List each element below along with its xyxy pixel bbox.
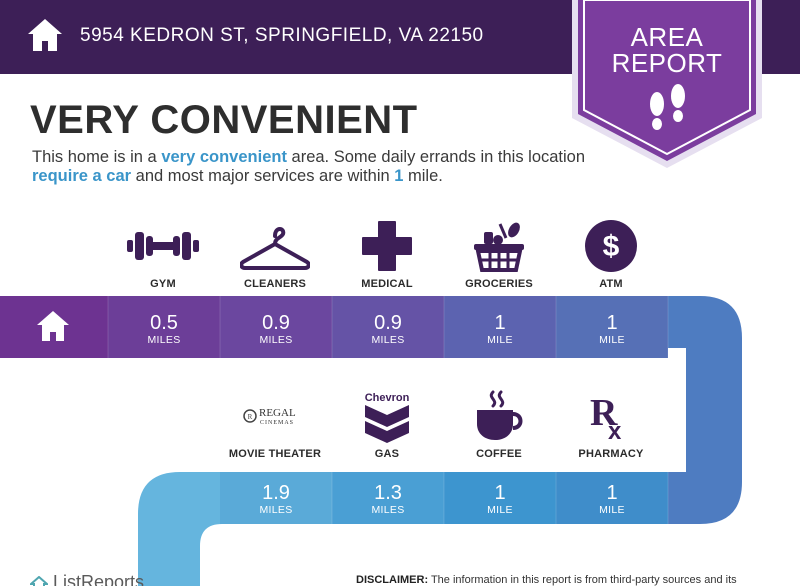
amenity-label: MOVIE THEATER — [228, 448, 322, 460]
svg-text:CINEMAS: CINEMAS — [260, 420, 294, 426]
amenity-atm: $ ATM — [556, 216, 666, 290]
amenity-gas: Chevron GAS — [332, 386, 442, 460]
amenity-cleaners: CLEANERS — [220, 216, 330, 290]
svg-text:REGAL: REGAL — [259, 407, 296, 419]
listreports-logo: ListReports — [28, 572, 144, 586]
convenience-description: This home is in a very convenient area. … — [32, 148, 586, 185]
amenity-groceries: GROCERIES — [444, 216, 554, 290]
amenity-label: PHARMACY — [578, 448, 644, 460]
svg-text:$: $ — [603, 230, 620, 263]
distance-gym: 0.5 MILES — [147, 312, 181, 346]
distance-pharmacy: 1 MILE — [599, 482, 625, 516]
distance-coffee: 1 MILE — [487, 482, 513, 516]
disclaimer-text: DISCLAIMER: The information in this repo… — [356, 574, 737, 586]
svg-text:Chevron: Chevron — [365, 392, 410, 404]
amenity-label: CLEANERS — [243, 278, 307, 290]
distance-medical: 0.9 MILES — [371, 312, 405, 346]
rx-icon: R x — [590, 392, 622, 441]
chevron-logo: Chevron — [365, 392, 410, 443]
distance-groceries: 1 MILE — [487, 312, 513, 346]
amenity-label: ATM — [599, 278, 623, 290]
svg-text:R: R — [248, 413, 253, 421]
amenity-coffee: COFFEE — [444, 386, 554, 460]
svg-text:x: x — [608, 418, 622, 441]
hanger-icon — [240, 227, 310, 270]
amenity-medical: MEDICAL — [332, 216, 442, 290]
amenity-pharmacy: R x PHARMACY — [556, 386, 666, 460]
distance-gas: 1.3 MILES — [371, 482, 405, 516]
area-report-badge — [572, 0, 762, 168]
coffee-cup-icon — [477, 390, 523, 440]
amenity-label: GAS — [374, 448, 400, 460]
amenity-gym: GYM — [108, 216, 218, 290]
footprints-icon — [650, 84, 685, 130]
regal-cinemas-logo: R REGAL CINEMAS — [243, 407, 296, 426]
amenity-label: COFFEE — [476, 448, 522, 460]
amenity-label: MEDICAL — [361, 278, 413, 290]
dumbbell-icon — [127, 232, 199, 260]
medical-cross-icon — [362, 221, 412, 271]
distance-cleaners: 0.9 MILES — [259, 312, 293, 346]
area-report-label: AREA REPORT — [572, 24, 762, 76]
distance-movie-theater: 1.9 MILES — [259, 482, 293, 516]
svg-text:R: R — [590, 392, 618, 434]
house-icon — [28, 19, 62, 51]
house-icon — [37, 311, 69, 341]
listreports-logo-icon — [28, 575, 50, 586]
basket-icon — [474, 222, 524, 272]
badge-line-2: REPORT — [611, 48, 723, 78]
dollar-icon: $ — [585, 220, 637, 272]
property-address: 5954 KEDRON ST, SPRINGFIELD, VA 22150 — [80, 25, 484, 46]
page-title: VERY CONVENIENT — [30, 98, 418, 142]
amenity-label: GROCERIES — [465, 278, 533, 290]
amenity-movie-theater: R REGAL CINEMAS MOVIE THEATER — [220, 386, 330, 460]
amenity-label: GYM — [150, 278, 176, 290]
badge-line-1: AREA — [630, 22, 704, 52]
distance-atm: 1 MILE — [599, 312, 625, 346]
route-band — [0, 296, 742, 586]
